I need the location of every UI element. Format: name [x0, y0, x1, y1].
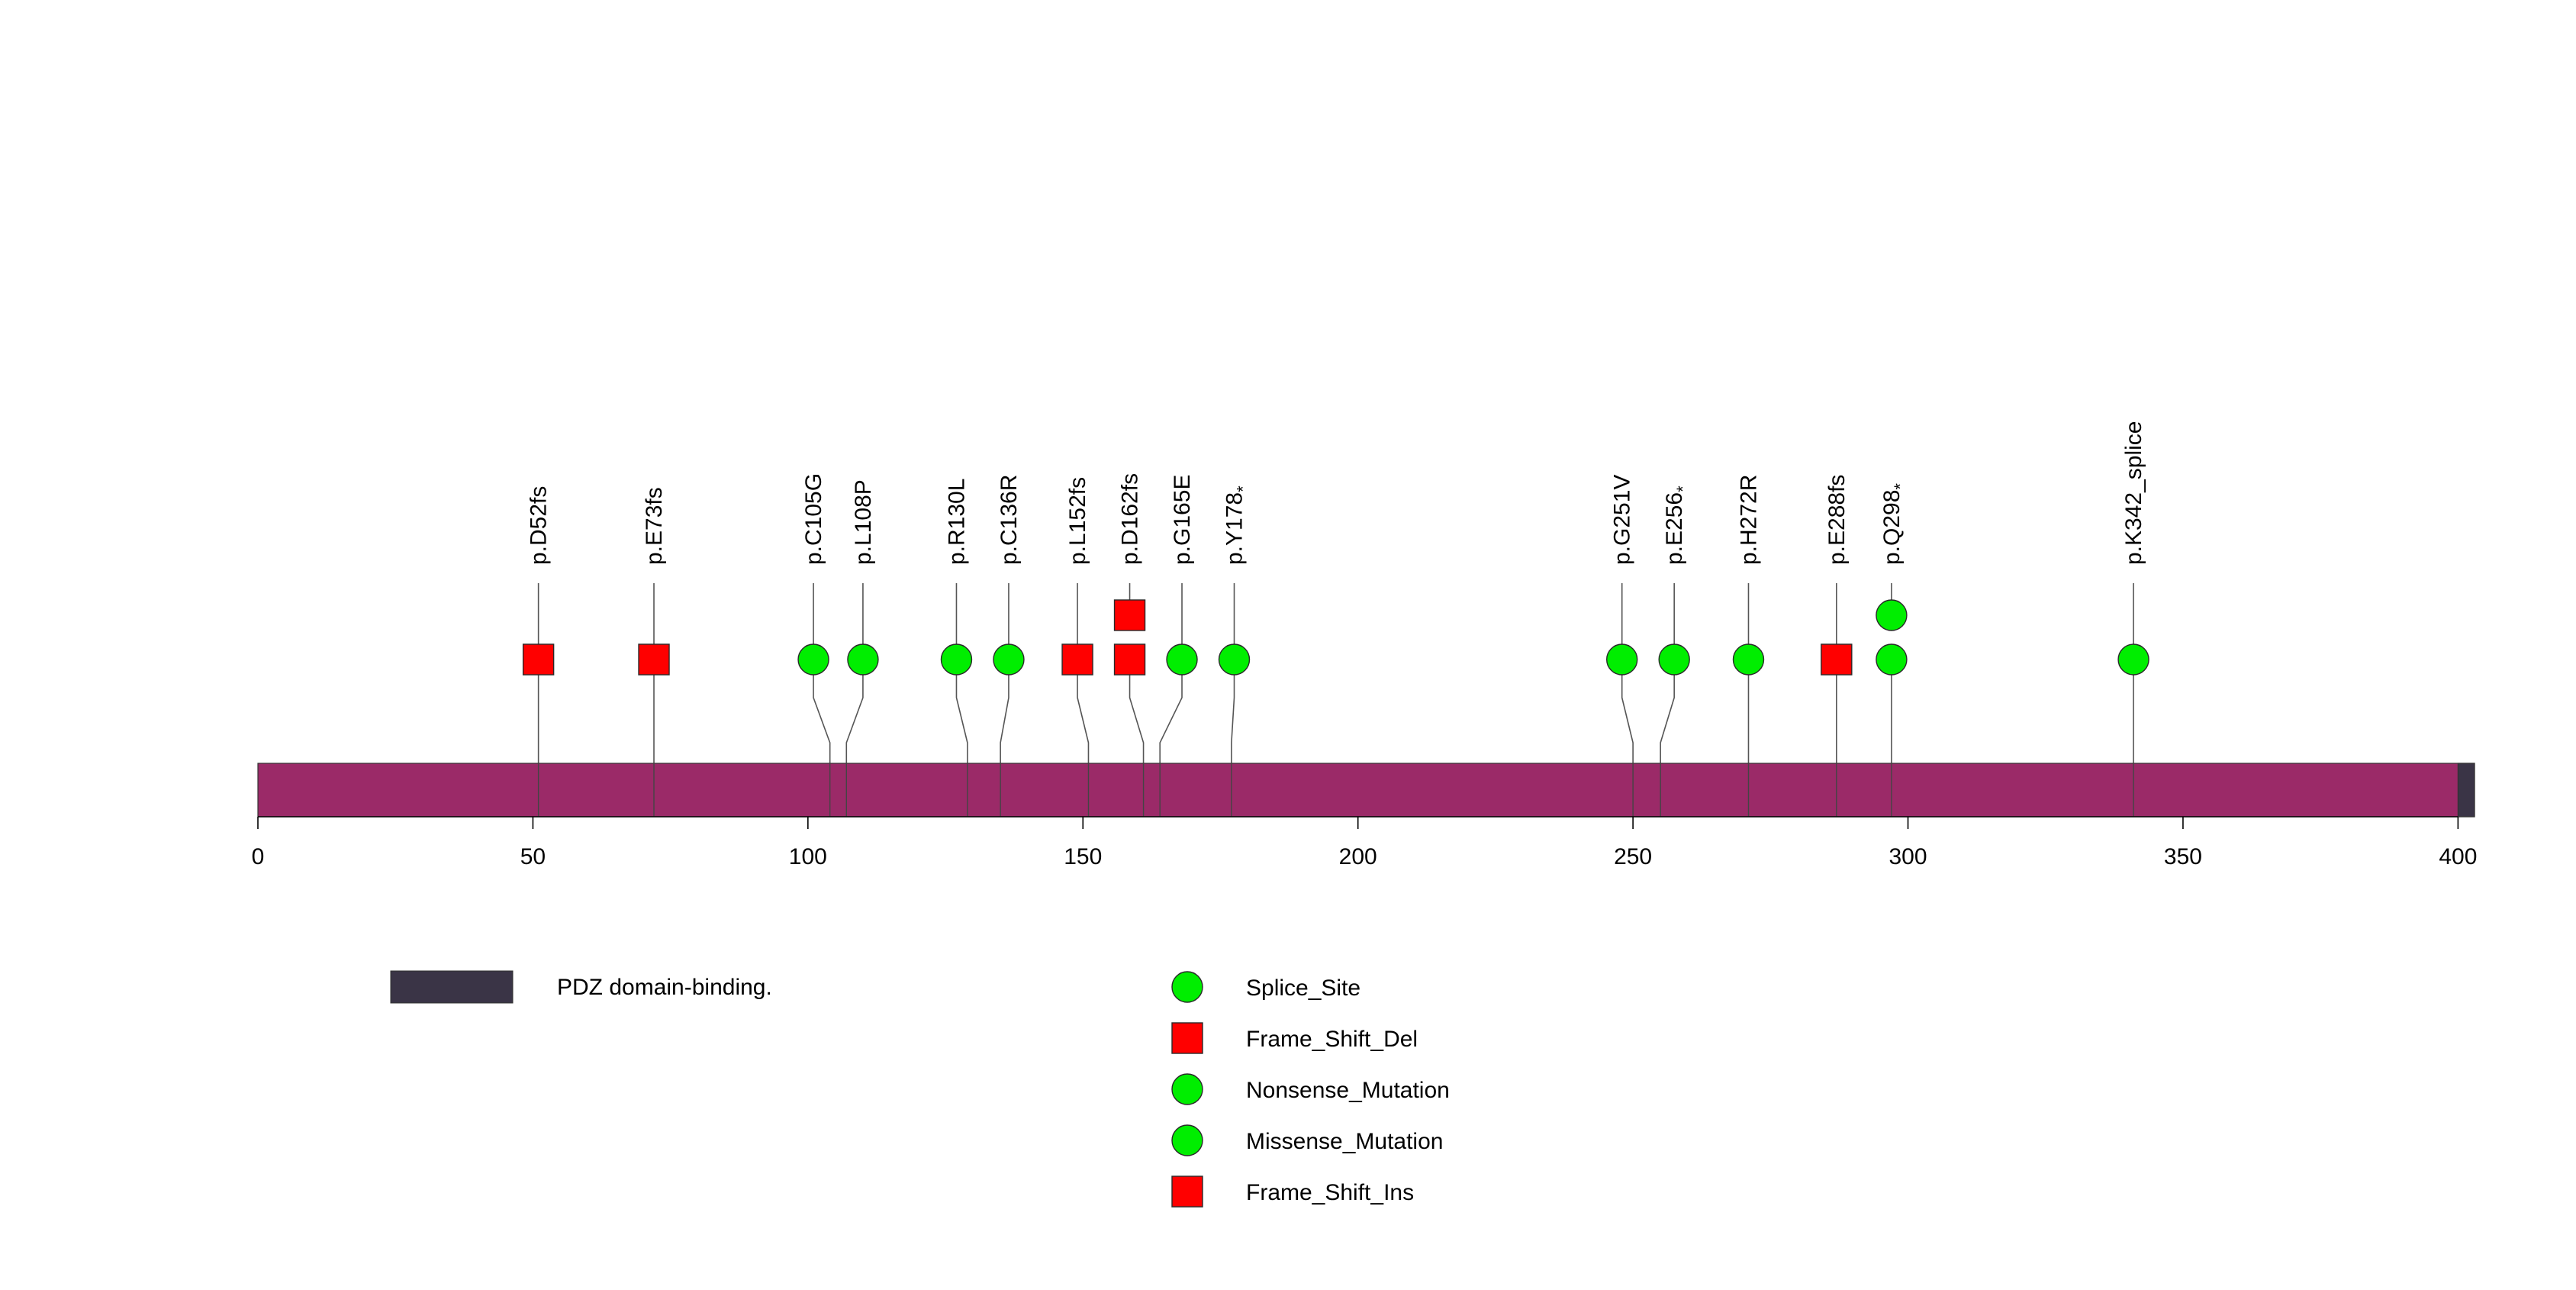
mutation-circle-marker [1658, 643, 1690, 676]
mutation-circle-marker [1166, 643, 1198, 676]
x-tick-label: 300 [1889, 844, 1927, 869]
mutation-pc136r: p.C136R [993, 475, 1025, 817]
mutation-circle-marker [1732, 643, 1765, 676]
legend-type-label: Splice_Site [1246, 976, 1360, 1001]
mutation-pd52fs: p.D52fs [522, 486, 555, 817]
mutations-layer: p.D52fs p.E73fs p.C105G p.L108P p.R130L p.C13… [522, 421, 2149, 817]
x-tick-label: 250 [1614, 844, 1652, 869]
x-axis: 0 50 100 150 200 250 300 350 400 [252, 816, 2477, 869]
protein-track [257, 763, 2475, 818]
mutation-label: p.L108P [851, 479, 876, 565]
mutation-circle-marker [797, 643, 829, 676]
mutation-circle-marker [1605, 643, 1638, 676]
mutation-label: p.E288fs [1824, 475, 1850, 565]
mutation-pg165e: p.G165E [1159, 475, 1198, 817]
legend-circle-marker [1171, 971, 1203, 1003]
mutation-circle-marker [1876, 599, 1908, 631]
legend-type-label: Nonsense_Mutation [1246, 1078, 1450, 1103]
mutation-label: p.L152fs [1065, 477, 1090, 565]
mutation-circle-marker [993, 643, 1025, 676]
mutation-label: p.K342_splice [2121, 421, 2146, 565]
protein-body [257, 763, 2475, 818]
mutation-py178: p.Y178* [1218, 485, 1252, 817]
mutation-label: p.D162fs [1118, 473, 1143, 565]
mutation-pe288fs: p.E288fs [1821, 475, 1853, 817]
mutation-label: p.C105G [801, 473, 826, 565]
mutation-label: p.G251V [1610, 475, 1635, 565]
x-tick-label: 200 [1339, 844, 1377, 869]
legend-square-marker [1171, 1022, 1203, 1054]
legend-square-marker [1171, 1176, 1203, 1208]
mutation-circle-marker [1218, 643, 1251, 676]
mutation-circle-marker [847, 643, 879, 676]
mutation-pl152fs: p.L152fs [1061, 477, 1093, 817]
legend-type-label: Frame_Shift_Ins [1246, 1180, 1414, 1205]
mutation-pe73fs: p.E73fs [638, 487, 670, 817]
domain-block [2457, 763, 2475, 818]
x-tick-label: 50 [520, 844, 546, 869]
legend-circle-marker [1171, 1073, 1203, 1105]
mutation-label: p.E73fs [642, 487, 667, 565]
legend-type-label: Missense_Mutation [1246, 1129, 1443, 1154]
mutation-pr130l: p.R130L [940, 479, 973, 817]
x-tick-label: 400 [2439, 844, 2477, 869]
mutation-label: p.Y178* [1222, 485, 1252, 565]
mutation-pg251v: p.G251V [1605, 475, 1638, 817]
legend: PDZ domain-binding. Splice_Site Frame_Shif… [390, 970, 1450, 1208]
x-tick-label: 350 [2164, 844, 2202, 869]
mutation-label: p.E256* [1662, 485, 1692, 565]
mutation-circle-marker [940, 643, 973, 676]
legend-type-label: Frame_Shift_Del [1246, 1027, 1418, 1052]
mutation-label: p.H272R [1736, 475, 1761, 565]
legend-domain-label: PDZ domain-binding. [557, 975, 772, 1000]
mutation-pl108p: p.L108P [845, 479, 879, 817]
mutation-pq298: p.Q298* [1876, 483, 1910, 817]
mutation-circle-marker [1876, 643, 1908, 676]
mutation-square-marker [1113, 643, 1146, 676]
mutation-label: p.Q298* [1879, 483, 1910, 565]
mutation-circle-marker [2117, 643, 2149, 676]
mutation-square-marker [638, 643, 670, 676]
mutation-label: p.R130L [944, 479, 969, 565]
mutation-square-marker [1821, 643, 1853, 676]
legend-domain-swatch [390, 970, 514, 1004]
legend-circle-marker [1171, 1124, 1203, 1156]
mutation-pc105g: p.C105G [797, 473, 831, 817]
mutation-square-marker [1061, 643, 1093, 676]
x-tick-label: 0 [252, 844, 265, 869]
mutation-square-marker [522, 643, 555, 676]
mutation-pk342_splice: p.K342_splice [2117, 421, 2149, 817]
mutation-label: p.G165E [1170, 475, 1195, 565]
x-tick-label: 150 [1064, 844, 1102, 869]
mutation-square-marker [1113, 599, 1146, 631]
mutation-label: p.C136R [997, 475, 1022, 565]
mutation-ph272r: p.H272R [1732, 475, 1765, 817]
x-tick-label: 100 [789, 844, 827, 869]
mutation-label: p.D52fs [526, 486, 552, 565]
